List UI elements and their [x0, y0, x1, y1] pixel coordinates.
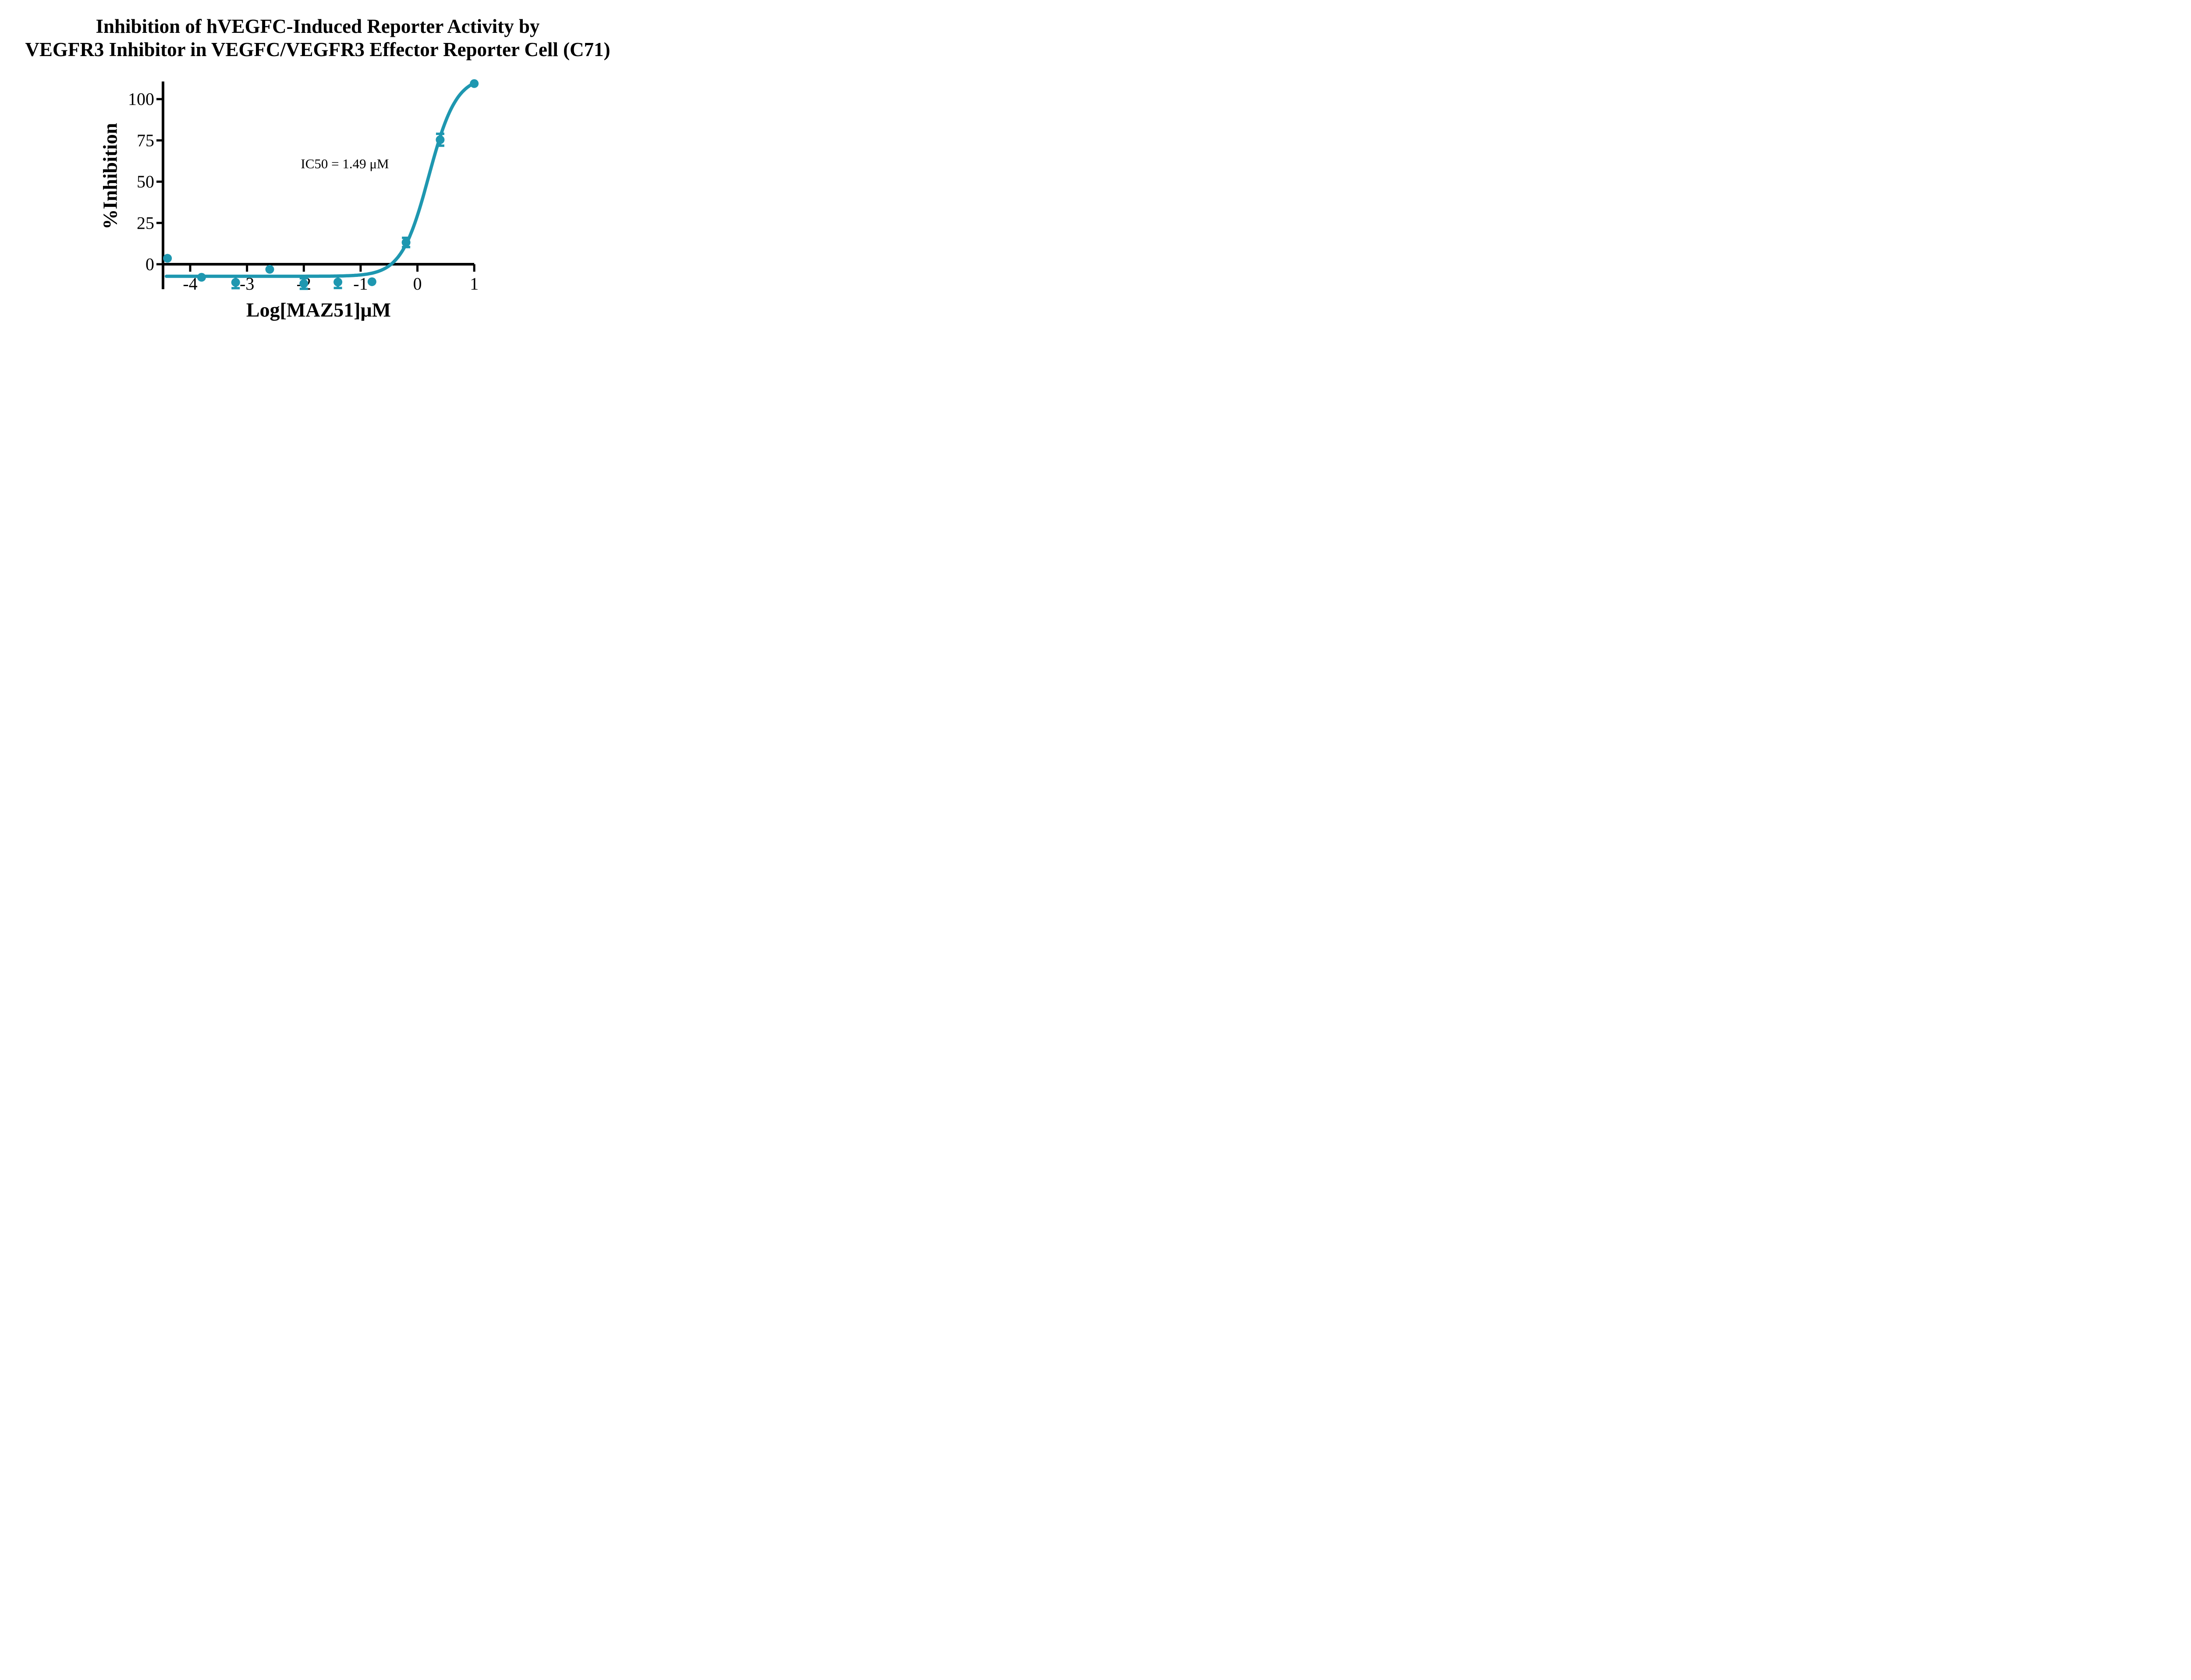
data-point — [299, 279, 308, 288]
y-tick-label-75: 75 — [137, 131, 154, 150]
y-tick-label-0: 0 — [145, 255, 154, 274]
data-point — [163, 254, 172, 263]
y-tick-label-25: 25 — [137, 213, 154, 233]
data-point — [265, 265, 274, 274]
data-point — [436, 135, 445, 144]
y-tick-label-100: 100 — [128, 89, 154, 109]
x-tick-label--1: -1 — [353, 274, 368, 294]
ic50-annotation: IC50 = 1.49 μM — [301, 156, 389, 171]
x-tick-label-1: 1 — [470, 274, 479, 294]
y-tick-label-50: 50 — [137, 172, 154, 191]
y-axis-label: %Inhibition — [99, 123, 121, 230]
data-point — [367, 277, 376, 286]
chart-title: Inhibition of hVEGFC-Induced Reporter Ac… — [0, 15, 635, 61]
chart-title-line-2: VEGFR3 Inhibitor in VEGFC/VEGFR3 Effecto… — [25, 39, 610, 60]
x-tick-label-0: 0 — [413, 274, 422, 294]
x-axis-label: Log[MAZ51]μM — [246, 298, 391, 321]
data-point — [401, 238, 411, 247]
data-point — [231, 278, 240, 287]
figure-canvas: Inhibition of hVEGFC-Induced Reporter Ac… — [0, 0, 635, 336]
data-point — [470, 79, 479, 88]
data-point — [197, 273, 206, 282]
fit-curve — [164, 81, 476, 278]
data-point — [333, 277, 343, 287]
chart-title-line-1: Inhibition of hVEGFC-Induced Reporter Ac… — [96, 15, 540, 37]
